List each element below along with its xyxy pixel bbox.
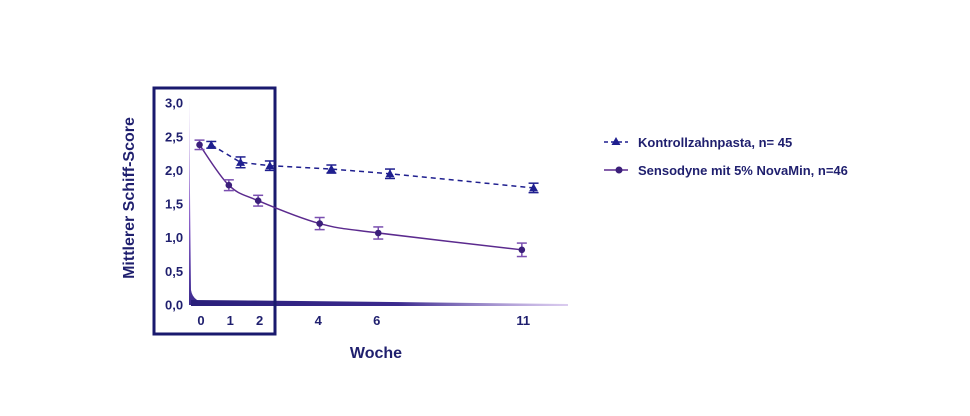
data-point-circle (518, 246, 526, 254)
y-tick-label: 2,5 (165, 129, 183, 144)
data-point-triangle (529, 183, 539, 192)
x-axis-title: Woche (350, 345, 402, 362)
data-point-triangle (236, 157, 246, 166)
data-point-circle (316, 220, 323, 227)
legend-triangle-marker (611, 137, 621, 145)
legend-label-sensodyne: Sensodyne mit 5% NovaMin, n=46 (638, 163, 848, 178)
legend-item-kontrollzahnpasta: Kontrollzahnpasta, n= 45 (604, 135, 792, 150)
legend-item-sensodyne: Sensodyne mit 5% NovaMin, n=46 (604, 163, 848, 178)
x-tick-label: 1 (227, 313, 234, 328)
series-1 (206, 140, 539, 194)
series-2 (194, 139, 527, 258)
y-tick-label: 0,5 (165, 264, 183, 279)
y-axis-line (189, 95, 210, 305)
data-point-circle (254, 197, 262, 204)
series-line (198, 144, 522, 251)
data-point-circle (196, 141, 203, 149)
legend: Kontrollzahnpasta, n= 45 Sensodyne mit 5… (604, 135, 848, 178)
x-tick-label: 0 (197, 313, 204, 328)
data-point-triangle (265, 161, 275, 170)
y-tick-label: 1,0 (165, 230, 183, 245)
data-point-triangle (326, 164, 336, 173)
x-tick-label: 6 (373, 313, 380, 328)
y-ticks: 0,0 0,5 1,0 1,5 2,0 2,5 3,0 (165, 96, 183, 313)
series-layer (194, 139, 539, 258)
x-tick-label: 11 (516, 313, 530, 328)
legend-label-kontrollzahnpasta: Kontrollzahnpasta, n= 45 (638, 135, 792, 150)
data-point-circle (374, 229, 382, 237)
y-tick-label: 3,0 (165, 96, 183, 111)
legend-circle-marker (615, 166, 623, 174)
x-axis-line (191, 300, 568, 306)
y-tick-label: 1,5 (165, 197, 183, 212)
data-point-triangle (206, 140, 216, 149)
series-line (210, 144, 534, 189)
x-tick-label: 2 (256, 313, 263, 328)
data-point-triangle (385, 169, 395, 178)
x-ticks: 0 1 2 4 6 11 (197, 313, 530, 328)
data-point-circle (225, 181, 233, 189)
y-tick-label: 2,0 (165, 163, 183, 178)
highlight-box (152, 86, 277, 336)
y-axis-title: Mittlerer Schiff-Score (121, 117, 138, 279)
y-tick-label: 0,0 (165, 298, 183, 313)
x-tick-label: 4 (315, 313, 323, 328)
